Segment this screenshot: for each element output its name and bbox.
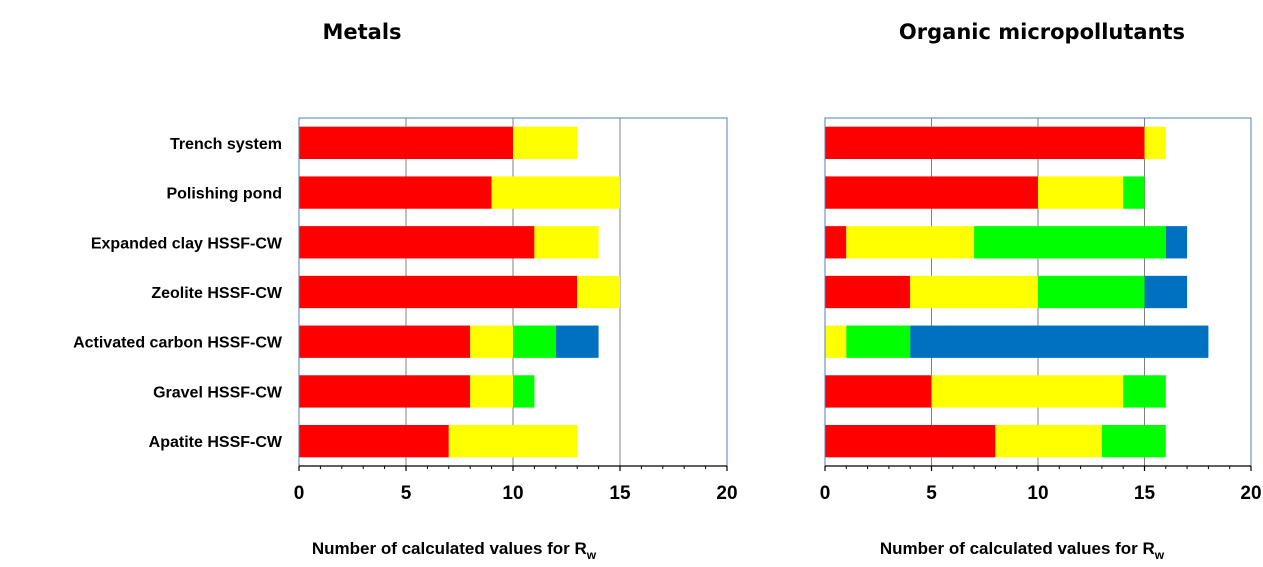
metals-bar-yellow — [577, 275, 620, 309]
metals-bar-red — [299, 176, 492, 209]
organic-plot-group: 0 5 10 15 20 — [820, 117, 1262, 504]
metals-x-tick-label: 5 — [401, 483, 412, 504]
organic-bar-red — [825, 424, 996, 458]
organic-bar-yellow — [995, 424, 1102, 458]
metals-bar-red — [299, 375, 471, 408]
organic-bar-green — [1038, 275, 1145, 309]
organic-bar-green — [1123, 176, 1145, 209]
metals-x-axis-title: Number of calculated values for Rw — [312, 539, 597, 562]
organic-bar-green — [846, 325, 911, 358]
metals-bar-yellow — [448, 424, 578, 458]
metals-plot-group: Trench system Polishing pond Expanded clay… — [73, 117, 738, 504]
organic-bar-yellow — [1144, 126, 1166, 160]
organic-bar-red — [825, 126, 1145, 160]
organic-x-tick-label: 10 — [1027, 483, 1048, 504]
organic-x-tick-label: 0 — [820, 483, 831, 504]
metals-bar-red — [299, 275, 578, 309]
metals-bar-red — [299, 325, 471, 358]
category-label: Trench system — [170, 136, 282, 153]
category-label: Activated carbon HSSF-CW — [73, 335, 283, 352]
metals-x-tick-label: 20 — [716, 483, 737, 504]
organic-bar-yellow — [846, 226, 975, 259]
metals-bar-yellow — [534, 226, 599, 259]
organic-bar-yellow — [825, 325, 847, 358]
organic-bar-blue — [1165, 226, 1188, 259]
organic-bar-red — [825, 176, 1038, 209]
organic-bar-blue — [1144, 275, 1188, 309]
organic-chart-title: Organic micropollutants — [899, 20, 1185, 44]
organic-x-tick-label: 15 — [1134, 483, 1156, 504]
organic-bar-red — [825, 375, 932, 408]
metals-x-tick-label: 10 — [502, 483, 523, 504]
metals-bar-blue — [555, 325, 599, 358]
organic-bar-green — [1123, 375, 1166, 408]
metals-bar-yellow — [491, 176, 620, 209]
organic-bar-green — [1101, 424, 1166, 458]
category-label: Expanded clay HSSF-CW — [91, 235, 283, 252]
metals-x-tick-label: 0 — [294, 483, 305, 504]
category-label: Gravel HSSF-CW — [153, 384, 283, 401]
category-label: Apatite HSSF-CW — [149, 434, 283, 451]
metals-bar-red — [299, 424, 449, 458]
metals-bar-green — [513, 325, 556, 358]
organic-bar-red — [825, 226, 847, 259]
metals-bar-yellow — [470, 375, 513, 408]
organic-bar-yellow — [910, 275, 1038, 309]
metals-bar-red — [299, 126, 513, 160]
organic-x-axis-title: Number of calculated values for Rw — [880, 539, 1165, 562]
organic-x-tick-label: 5 — [926, 483, 937, 504]
organic-bar-yellow — [1038, 176, 1124, 209]
organic-bar-blue — [910, 325, 1209, 358]
organic-bar-red — [825, 275, 911, 309]
category-label: Zeolite HSSF-CW — [151, 285, 283, 302]
category-label: Polishing pond — [166, 186, 282, 203]
organic-bar-yellow — [931, 375, 1124, 408]
metals-x-tick-label: 15 — [609, 483, 631, 504]
metals-bar-yellow — [513, 126, 578, 160]
organic-bar-green — [974, 226, 1166, 259]
metals-bar-green — [513, 375, 535, 408]
metals-chart-title: Metals — [322, 20, 401, 44]
metals-bar-red — [299, 226, 535, 259]
metals-bar-yellow — [470, 325, 513, 358]
organic-x-tick-label: 20 — [1240, 483, 1261, 504]
